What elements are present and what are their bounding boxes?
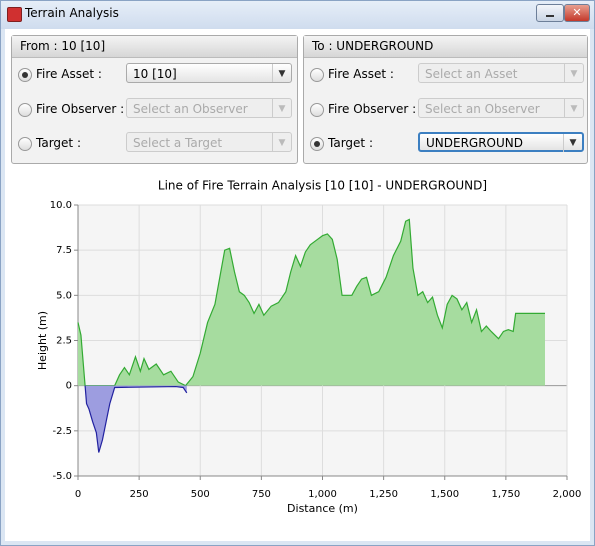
app-icon bbox=[7, 7, 22, 22]
dropdown[interactable]: Select a Target ▼ bbox=[126, 132, 292, 152]
chart-title: Line of Fire Terrain Analysis [10 [10] -… bbox=[158, 179, 487, 193]
dropdown[interactable]: Select an Observer ▼ bbox=[418, 98, 584, 118]
panel: To : UNDERGROUND Fire Asset : Select an As… bbox=[303, 35, 588, 164]
dropdown[interactable]: Select an Asset ▼ bbox=[418, 63, 584, 83]
y-tick-label: 2.5 bbox=[56, 336, 72, 347]
x-tick-label: 1,000 bbox=[308, 489, 337, 500]
title-bar: Terrain Analysis ✕ bbox=[1, 1, 594, 29]
dropdown-arrow: ▼ bbox=[564, 99, 583, 117]
dropdown-arrow: ▼ bbox=[272, 133, 291, 151]
radio-button[interactable] bbox=[310, 68, 324, 82]
dropdown-value: Select an Observer bbox=[425, 102, 540, 116]
y-tick-label: -5.0 bbox=[52, 471, 72, 482]
dropdown-arrow: ▼ bbox=[564, 64, 583, 82]
dropdown-arrow: ▼ bbox=[563, 134, 582, 152]
window-body: From : 10 [10] Fire Asset : 10 [10] ▼ Fire O… bbox=[5, 29, 590, 541]
radio-button[interactable] bbox=[310, 103, 324, 117]
panel-title: From : 10 [10] bbox=[12, 36, 297, 58]
dropdown-value: Select an Asset bbox=[425, 67, 518, 81]
minimize-button[interactable] bbox=[536, 4, 564, 22]
y-axis-label: Height (m) bbox=[36, 311, 49, 370]
y-tick-label: 5.0 bbox=[56, 290, 72, 301]
row-label: Target : bbox=[36, 136, 81, 150]
dropdown-arrow: ▼ bbox=[272, 99, 291, 117]
window-title: Terrain Analysis bbox=[25, 6, 119, 20]
x-tick-label: 500 bbox=[191, 489, 210, 500]
radio-button[interactable] bbox=[310, 137, 324, 151]
x-tick-label: 0 bbox=[75, 489, 81, 500]
dropdown[interactable]: Select an Observer ▼ bbox=[126, 98, 292, 118]
area-line bbox=[84, 385, 188, 453]
dropdown-arrow: ▼ bbox=[272, 64, 291, 82]
row-label: Fire Asset : bbox=[36, 67, 102, 81]
x-tick-label: 2,000 bbox=[553, 489, 582, 500]
y-tick-label: -2.5 bbox=[52, 426, 72, 437]
dropdown-value: UNDERGROUND bbox=[426, 136, 524, 150]
x-tick-label: 1,500 bbox=[430, 489, 459, 500]
y-tick-label: 10.0 bbox=[50, 200, 72, 211]
radio-dot bbox=[22, 72, 28, 78]
dropdown-value: Select an Observer bbox=[133, 102, 248, 116]
row-label: Fire Asset : bbox=[328, 67, 394, 81]
panel-title: To : UNDERGROUND bbox=[304, 36, 587, 58]
dropdown[interactable]: 10 [10] ▼ bbox=[126, 63, 292, 83]
x-tick-label: 1,250 bbox=[369, 489, 398, 500]
area-fill bbox=[85, 385, 187, 453]
row-label: Fire Observer : bbox=[36, 102, 125, 116]
radio-button[interactable] bbox=[18, 137, 32, 151]
x-tick-label: 1,750 bbox=[492, 489, 521, 500]
row-label: Fire Observer : bbox=[328, 102, 417, 116]
y-tick-label: 0 bbox=[66, 381, 72, 392]
panel: From : 10 [10] Fire Asset : 10 [10] ▼ Fire O… bbox=[11, 35, 298, 164]
dropdown-value: 10 [10] bbox=[133, 67, 177, 81]
radio-button[interactable] bbox=[18, 103, 32, 117]
x-tick-label: 750 bbox=[252, 489, 271, 500]
close-button[interactable]: ✕ bbox=[564, 4, 590, 22]
radio-button[interactable] bbox=[18, 68, 32, 82]
x-axis-label: Distance (m) bbox=[287, 502, 358, 515]
x-tick-label: 250 bbox=[130, 489, 149, 500]
chart: Line of Fire Terrain Analysis [10 [10] -… bbox=[36, 179, 582, 516]
dropdown-value: Select a Target bbox=[133, 136, 223, 150]
area-line bbox=[77, 218, 545, 387]
radio-dot bbox=[314, 141, 320, 147]
area-fill bbox=[78, 219, 545, 386]
y-tick-label: 7.5 bbox=[56, 245, 72, 256]
dropdown[interactable]: UNDERGROUND ▼ bbox=[418, 132, 584, 152]
row-label: Target : bbox=[328, 136, 373, 150]
